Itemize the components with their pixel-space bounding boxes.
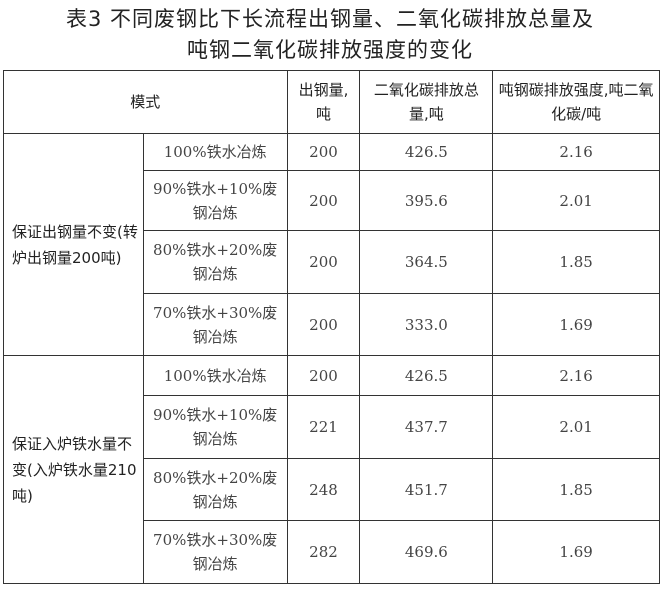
mode-cell: 80%铁水+20%废钢冶炼: [142, 458, 288, 521]
table-title: 表3 不同废钢比下长流程出钢量、二氧化碳排放总量及 吨钢二氧化碳排放强度的变化: [65, 7, 595, 62]
group-label: 保证出钢量不变(转炉出钢量200吨): [3, 133, 144, 356]
header-intensity: 吨钢碳排放强度,吨二氧化碳/吨: [492, 70, 660, 134]
header-output: 出钢量,吨: [286, 70, 361, 134]
output-cell: 248: [286, 458, 361, 521]
table-row: 保证出钢量不变(转炉出钢量200吨) 100%铁水冶炼 200 426.5 2.16: [3, 133, 660, 356]
header-total: 二氧化碳排放总量,吨: [359, 70, 494, 134]
output-cell: 221: [286, 395, 361, 459]
table-row: 保证入炉铁水量不变(入炉铁水量210吨) 100%铁水冶炼 200 426.5 2.16: [3, 355, 660, 584]
intensity-cell: 2.16: [492, 133, 660, 171]
mode-cell: 100%铁水冶炼: [142, 133, 288, 171]
total-cell: 333.0: [359, 293, 494, 356]
table-row: 90%铁水+10%废钢冶炼 221 437.7 2.01: [4, 395, 660, 459]
table-row: 70%铁水+30%废钢冶炼 200 333.0 1.69: [4, 293, 660, 356]
intensity-cell: 2.16: [492, 355, 660, 396]
total-cell: 426.5: [359, 133, 494, 171]
mode-cell: 70%铁水+30%废钢冶炼: [142, 293, 288, 356]
mode-cell: 90%铁水+10%废钢冶炼: [142, 170, 288, 231]
header-mode: 模式: [3, 70, 288, 134]
intensity-cell: 1.85: [492, 230, 660, 294]
table-row: 90%铁水+10%废钢冶炼 200 395.6 2.01: [4, 170, 660, 231]
intensity-cell: 2.01: [492, 395, 660, 459]
data-table: 模式 出钢量,吨 二氧化碳排放总量,吨 吨钢碳排放强度,吨二氧化碳/吨 保证出钢…: [3, 70, 660, 584]
total-cell: 437.7: [359, 395, 494, 459]
mode-cell: 100%铁水冶炼: [142, 355, 288, 396]
output-cell: 200: [286, 293, 361, 356]
output-cell: 282: [286, 520, 361, 584]
intensity-cell: 1.69: [492, 293, 660, 356]
output-cell: 200: [286, 133, 361, 171]
output-cell: 200: [286, 230, 361, 294]
intensity-cell: 1.69: [492, 520, 660, 584]
mode-cell: 80%铁水+20%废钢冶炼: [142, 230, 288, 294]
mode-cell: 90%铁水+10%废钢冶炼: [142, 395, 288, 459]
total-cell: 426.5: [359, 355, 494, 396]
total-cell: 364.5: [359, 230, 494, 294]
output-cell: 200: [286, 170, 361, 231]
mode-cell: 70%铁水+30%废钢冶炼: [142, 520, 288, 584]
output-cell: 200: [286, 355, 361, 396]
total-cell: 451.7: [359, 458, 494, 521]
table-row: 70%铁水+30%废钢冶炼 282 469.6 1.69: [4, 520, 660, 584]
header-row: 模式 出钢量,吨 二氧化碳排放总量,吨 吨钢碳排放强度,吨二氧化碳/吨: [3, 70, 660, 134]
intensity-cell: 2.01: [492, 170, 660, 231]
total-cell: 469.6: [359, 520, 494, 584]
table-row: 80%铁水+20%废钢冶炼 200 364.5 1.85: [4, 230, 660, 294]
intensity-cell: 1.85: [492, 458, 660, 521]
total-cell: 395.6: [359, 170, 494, 231]
group-label: 保证入炉铁水量不变(入炉铁水量210吨): [3, 355, 144, 584]
